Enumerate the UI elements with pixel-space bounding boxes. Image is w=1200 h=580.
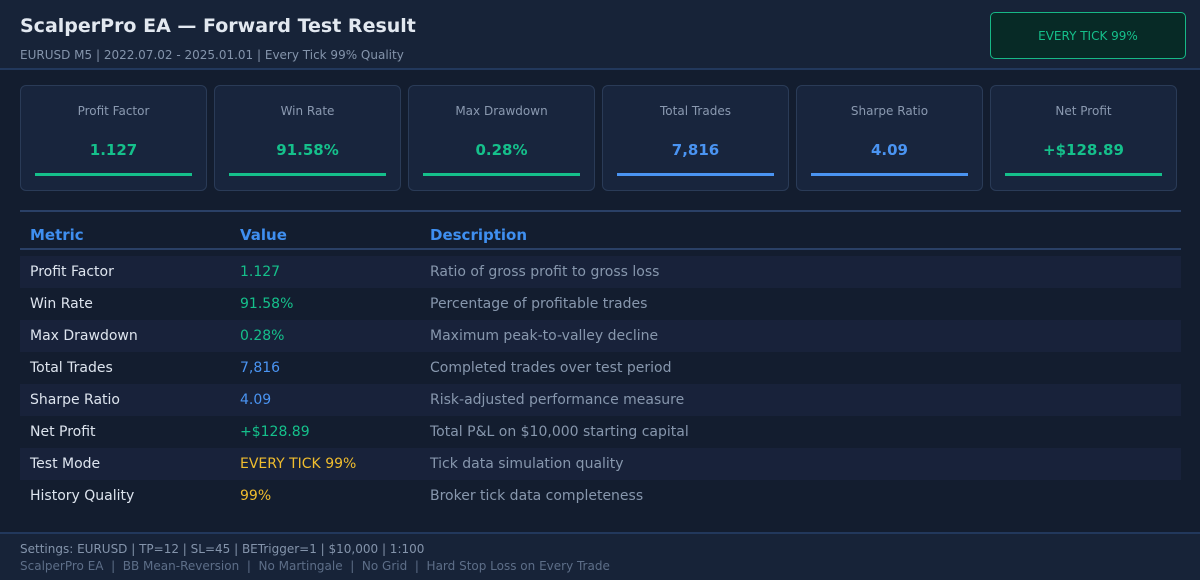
card-value: 0.28%: [475, 141, 528, 159]
card-label: Profit Factor: [77, 104, 150, 118]
table-row: History Quality 99% Broker tick data com…: [20, 480, 1181, 512]
table-header: Metric Value Description: [20, 218, 1181, 250]
card-profit-factor: Profit Factor 1.127: [20, 85, 207, 191]
card-accent-bar: [35, 173, 192, 176]
card-label: Net Profit: [1055, 104, 1112, 118]
table-row: Net Profit +$128.89 Total P&L on $10,000…: [20, 416, 1181, 448]
table-row: Profit Factor 1.127 Ratio of gross profi…: [20, 256, 1181, 288]
footer: Settings: EURUSD | TP=12 | SL=45 | BETri…: [0, 534, 1200, 580]
column-header-metric: Metric: [30, 226, 84, 244]
description-cell: Broker tick data completeness: [430, 488, 644, 504]
table-row: Win Rate 91.58% Percentage of profitable…: [20, 288, 1181, 320]
card-value: +$128.89: [1043, 141, 1124, 159]
card-label: Sharpe Ratio: [850, 104, 929, 118]
card-value: 91.58%: [276, 141, 339, 159]
value-cell: 99%: [240, 488, 272, 504]
column-header-value: Value: [240, 226, 287, 244]
metric-cell: Total Trades: [30, 360, 113, 376]
card-accent-bar: [229, 173, 386, 176]
page-title: ScalperPro EA — Forward Test Result: [20, 15, 416, 37]
description-cell: Percentage of profitable trades: [430, 296, 648, 312]
value-cell: 4.09: [240, 392, 272, 408]
test-mode-badge: EVERY TICK 99%: [990, 12, 1186, 59]
card-value: 4.09: [870, 141, 908, 159]
header: ScalperPro EA — Forward Test Result EURU…: [0, 0, 1200, 70]
strategy-tags: ScalperPro EA | BB Mean-Reversion | No M…: [20, 559, 610, 573]
table-row: Max Drawdown 0.28% Maximum peak-to-valle…: [20, 320, 1181, 352]
card-accent-bar: [423, 173, 580, 176]
card-value: 7,816: [671, 141, 720, 159]
value-cell: 91.58%: [240, 296, 294, 312]
metric-cell: Win Rate: [30, 296, 93, 312]
metric-cell: Profit Factor: [30, 264, 114, 280]
card-sharpe-ratio: Sharpe Ratio 4.09: [796, 85, 983, 191]
card-net-profit: Net Profit +$128.89: [990, 85, 1177, 191]
description-cell: Maximum peak-to-valley decline: [430, 328, 659, 344]
value-cell: 1.127: [240, 264, 281, 280]
card-total-trades: Total Trades 7,816: [602, 85, 789, 191]
card-win-rate: Win Rate 91.58%: [214, 85, 401, 191]
settings-summary: Settings: EURUSD | TP=12 | SL=45 | BETri…: [20, 542, 425, 556]
card-accent-bar: [811, 173, 968, 176]
section-divider: [20, 210, 1181, 212]
table-row: Total Trades 7,816 Completed trades over…: [20, 352, 1181, 384]
card-max-drawdown: Max Drawdown 0.28%: [408, 85, 595, 191]
card-label: Win Rate: [280, 104, 335, 118]
metric-cell: Net Profit: [30, 424, 96, 440]
value-cell: EVERY TICK 99%: [240, 456, 357, 472]
metric-cards: Profit Factor 1.127 Win Rate 91.58% Max …: [20, 85, 1178, 191]
description-cell: Risk-adjusted performance measure: [430, 392, 685, 408]
value-cell: +$128.89: [240, 424, 310, 440]
metric-cell: Test Mode: [30, 456, 101, 472]
card-value: 1.127: [89, 141, 138, 159]
card-label: Total Trades: [660, 104, 731, 118]
description-cell: Tick data simulation quality: [430, 456, 624, 472]
metric-cell: Sharpe Ratio: [30, 392, 120, 408]
page-subtitle: EURUSD M5 | 2022.07.02 - 2025.01.01 | Ev…: [20, 48, 404, 62]
card-label: Max Drawdown: [455, 104, 548, 118]
footer-divider: [0, 532, 1200, 534]
card-accent-bar: [1005, 173, 1162, 176]
value-cell: 7,816: [240, 360, 281, 376]
description-cell: Total P&L on $10,000 starting capital: [430, 424, 689, 440]
table-row: Sharpe Ratio 4.09 Risk-adjusted performa…: [20, 384, 1181, 416]
card-accent-bar: [617, 173, 774, 176]
metric-cell: Max Drawdown: [30, 328, 138, 344]
value-cell: 0.28%: [240, 328, 285, 344]
description-cell: Completed trades over test period: [430, 360, 672, 376]
description-cell: Ratio of gross profit to gross loss: [430, 264, 660, 280]
column-header-description: Description: [430, 226, 528, 244]
metric-cell: History Quality: [30, 488, 135, 504]
table-row: Test Mode EVERY TICK 99% Tick data simul…: [20, 448, 1181, 480]
